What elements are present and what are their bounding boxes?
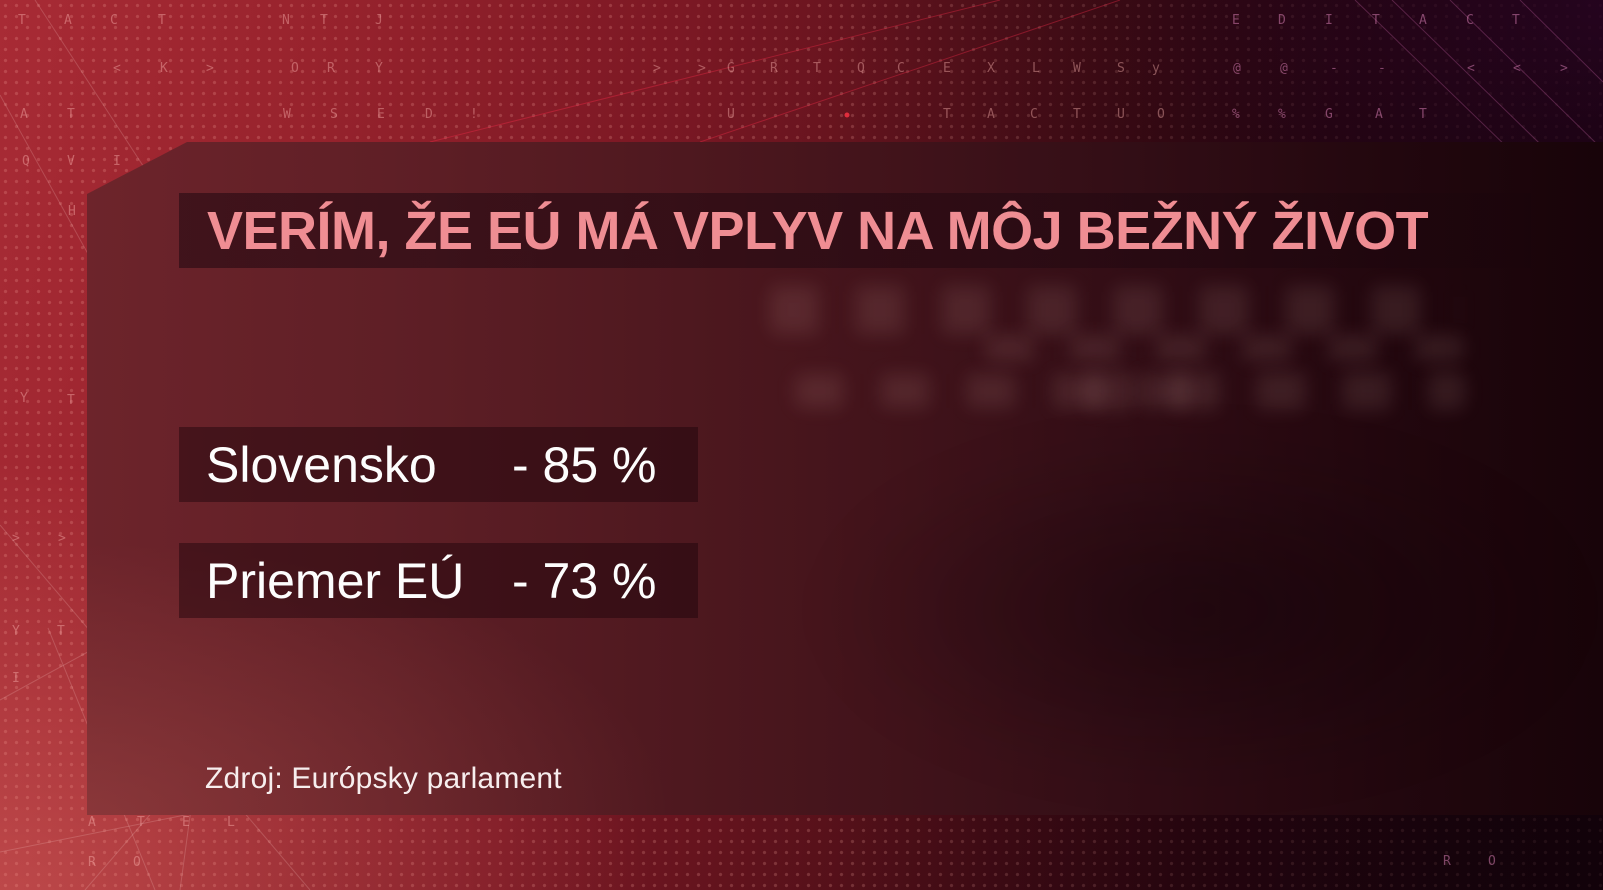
blur-artifact (820, 430, 1580, 790)
title-bar: VERÍM, ŽE EÚ MÁ VPLYV NA MÔJ BEŽNÝ ŽIVOT (179, 193, 1531, 268)
blur-artifact (1085, 372, 1465, 410)
stat-row-slovensko: Slovensko - 85 % (179, 427, 698, 502)
stat-label: Priemer EÚ (206, 552, 465, 609)
stat-label: Slovensko (206, 436, 437, 493)
blur-artifact (770, 286, 1460, 334)
blur-artifact (985, 335, 1465, 361)
blur-artifact (795, 374, 1195, 408)
chart-title: VERÍM, ŽE EÚ MÁ VPLYV NA MÔJ BEŽNÝ ŽIVOT (207, 200, 1429, 261)
stat-row-priemer-eu: Priemer EÚ - 73 % (179, 543, 698, 618)
source-credit: Zdroj: Európsky parlament (205, 762, 562, 795)
stat-value: - 85 % (512, 436, 657, 493)
stat-value: - 73 % (512, 552, 657, 609)
